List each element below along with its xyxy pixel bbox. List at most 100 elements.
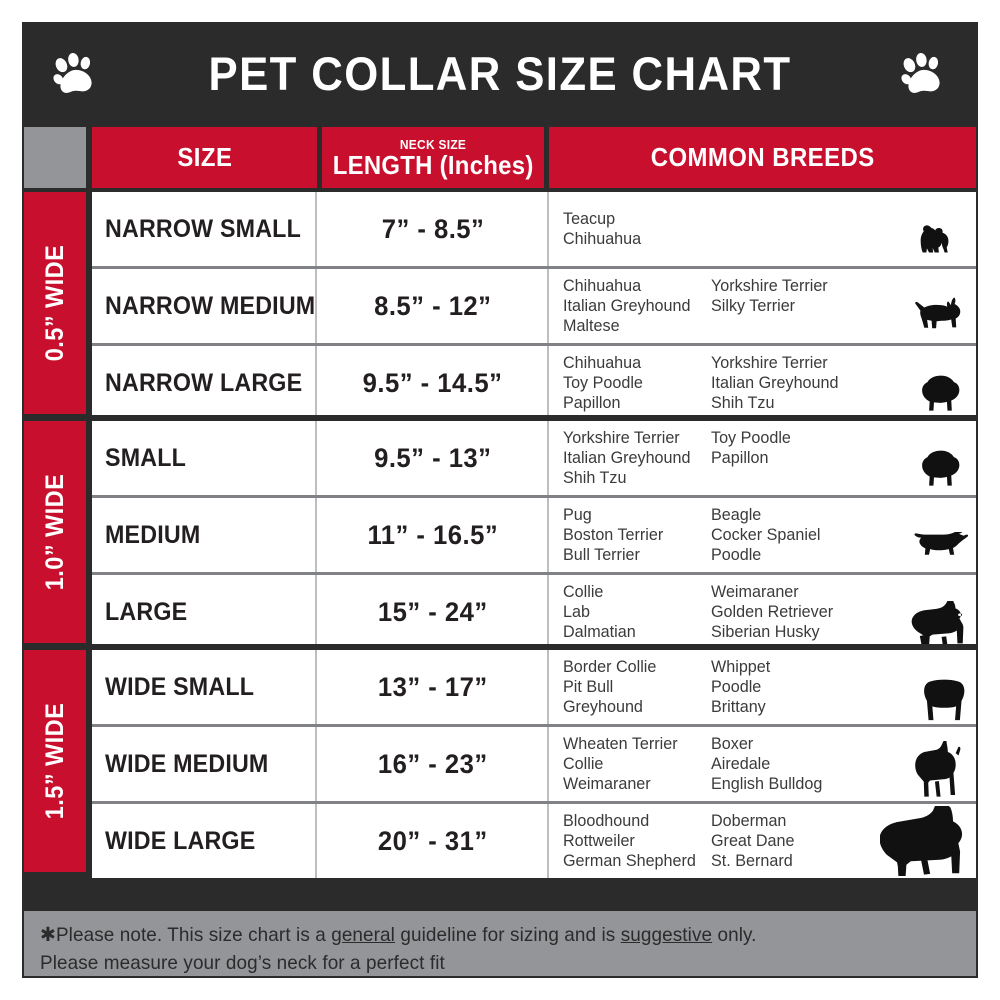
footer-emphasis-general: general [331,924,395,946]
breed-name: Rottweiler [563,831,635,851]
cell-size-name: LARGE [92,575,317,649]
table-row[interactable]: NARROW SMALL 7” - 8.5” Teacup Chihuahua [92,192,976,266]
breed-name: Brittany [711,696,766,716]
group-width-rail: 1.0” WIDE [24,421,86,643]
size-label: NARROW LARGE [105,368,303,397]
breed-name: Italian Greyhound [711,373,839,393]
neck-length-value: 13” - 17” [378,671,488,702]
breed-name: Pug [563,505,592,525]
breed-list: Yorkshire Terrier Italian Greyhound Shih T… [711,353,854,413]
paw-print-icon [901,52,940,93]
breed-name: Silky Terrier [711,296,796,316]
breed-list: Whippet Poodle Brittany [711,657,854,717]
breed-name: Poodle [711,677,762,697]
breed-name: German Shepherd [563,850,696,870]
table-header-row: SIZE NECK SIZE LENGTH (Inches) COMMON BR… [22,125,978,190]
cell-common-breeds: Border Collie Pit Bull Greyhound Whippet Poo… [551,650,976,724]
page-title: PET COLLAR SIZE CHART [208,47,792,100]
breed-name: Chihuahua [563,229,642,248]
breed-name: Collie [563,582,604,602]
breed-name: Papillon [711,448,769,468]
cell-common-breeds: Collie Lab Dalmatian Weimaraner Golden Retri… [551,575,976,649]
footer-text-c: only. [712,924,757,946]
breed-name: Shih Tzu [711,392,775,412]
breed-list: Beagle Cocker Spaniel Poodle [711,505,854,565]
column-header-length-sub: NECK SIZE [399,136,467,152]
breed-list: Chihuahua Italian Greyhound Maltese [563,276,704,336]
group-separator [22,415,978,423]
neck-length-value: 15” - 24” [378,596,488,627]
breed-name: Beagle [711,505,762,525]
pet-collar-size-chart: PET COLLAR SIZE CHART SIZE NECK SIZE LEN… [22,22,978,978]
header-corner-cell [24,127,86,188]
table-row[interactable]: SMALL 9.5” - 13” Yorkshire Terrier Italian … [92,421,976,495]
breed-name: Airedale [711,754,771,774]
breed-name: Yorkshire Terrier [711,353,828,373]
footer-text-b: guideline for sizing and is [394,924,621,946]
cell-common-breeds: Chihuahua Italian Greyhound Maltese Yorkshi… [551,269,976,343]
breed-list: Border Collie Pit Bull Greyhound [563,657,704,717]
breed-name: Weimaraner [563,773,651,793]
cell-neck-length: 13” - 17” [319,650,549,724]
cell-neck-length: 20” - 31” [319,804,549,878]
size-group: 0.5” WIDE NARROW SMALL 7” - 8.5” Teacup Chih… [22,192,978,420]
breed-name: Yorkshire Terrier [711,276,828,296]
breed-name: Italian Greyhound [563,448,691,468]
size-label: MEDIUM [105,520,201,549]
table-row[interactable]: WIDE SMALL 13” - 17” Border Collie Pit Bull… [92,650,976,724]
breed-name: Papillon [563,392,621,412]
size-label: WIDE LARGE [105,826,256,855]
breed-name: Golden Retriever [711,602,834,622]
breed-name: Whippet [711,657,771,677]
table-row[interactable]: NARROW LARGE 9.5” - 14.5” Chihuahua Toy Poo… [92,343,976,420]
cell-common-breeds: Yorkshire Terrier Italian Greyhound Shih T… [551,421,976,495]
footer-line-1: ✱Please note. This size chart is a gener… [40,921,932,949]
group-width-label: 0.5” WIDE [40,244,69,362]
cell-size-name: NARROW SMALL [92,192,317,266]
table-row[interactable]: MEDIUM 11” - 16.5” Pug Boston Terrier Bull T… [92,495,976,572]
breed-list: Chihuahua Toy Poodle Papillon [563,353,704,413]
breed-list: Teacup Chihuahua [563,209,704,249]
cell-common-breeds: Bloodhound Rottweiler German Shepherd Dober… [551,804,976,878]
footer-emphasis-suggestive: suggestive [620,924,713,946]
cell-neck-length: 15” - 24” [319,575,549,649]
table-row[interactable]: WIDE LARGE 20” - 31” Bloodhound Rottweiler G… [92,801,976,878]
breed-name: Pit Bull [563,677,614,697]
breed-list: Weimaraner Golden Retriever Siberian Husky [711,582,854,642]
breed-name: Italian Greyhound [563,296,691,316]
breed-name: English Bulldog [711,773,823,793]
breed-name: Siberian Husky [711,621,820,641]
cell-neck-length: 16” - 23” [319,727,549,801]
table-row[interactable]: LARGE 15” - 24” Collie Lab Dalmatian Weimaran… [92,572,976,649]
column-header-length: NECK SIZE LENGTH (Inches) [322,127,544,188]
breed-name: Chihuahua [563,276,642,296]
breed-name: Toy Poodle [711,428,791,448]
group-width-rail: 0.5” WIDE [24,192,86,414]
table-row[interactable]: NARROW MEDIUM 8.5” - 12” Chihuahua Italian … [92,266,976,343]
cell-common-breeds: Pug Boston Terrier Bull Terrier Beagle Cocke… [551,498,976,572]
size-group: 1.0” WIDE SMALL 9.5” - 13” Yorkshire Terrie… [22,421,978,649]
footer-text-a: ✱Please note. This size chart is a [40,924,332,946]
breed-name: Poodle [711,544,762,564]
breed-name: Toy Poodle [563,373,643,393]
cell-neck-length: 11” - 16.5” [319,498,549,572]
breed-name: Collie [563,754,604,774]
neck-length-value: 9.5” - 13” [374,442,492,473]
breed-name: Boxer [711,734,754,754]
size-label: SMALL [105,443,187,472]
cell-neck-length: 9.5” - 14.5” [319,346,549,420]
size-label: WIDE MEDIUM [105,749,269,778]
table-row[interactable]: WIDE MEDIUM 16” - 23” Wheaten Terrier Colli… [92,724,976,801]
breed-list: Bloodhound Rottweiler German Shepherd [563,811,704,871]
neck-length-value: 9.5” - 14.5” [363,367,503,398]
cell-size-name: MEDIUM [92,498,317,572]
cell-neck-length: 9.5” - 13” [319,421,549,495]
group-width-rail: 1.5” WIDE [24,650,86,872]
cell-neck-length: 7” - 8.5” [319,192,549,266]
breed-name: St. Bernard [711,850,793,870]
breed-list: Yorkshire Terrier Silky Terrier [711,276,854,336]
cell-common-breeds: Wheaten Terrier Collie Weimaraner Boxer Aire… [551,727,976,801]
size-label: WIDE SMALL [105,672,255,701]
breed-name: Maltese [563,315,620,335]
breed-list: Wheaten Terrier Collie Weimaraner [563,734,704,794]
